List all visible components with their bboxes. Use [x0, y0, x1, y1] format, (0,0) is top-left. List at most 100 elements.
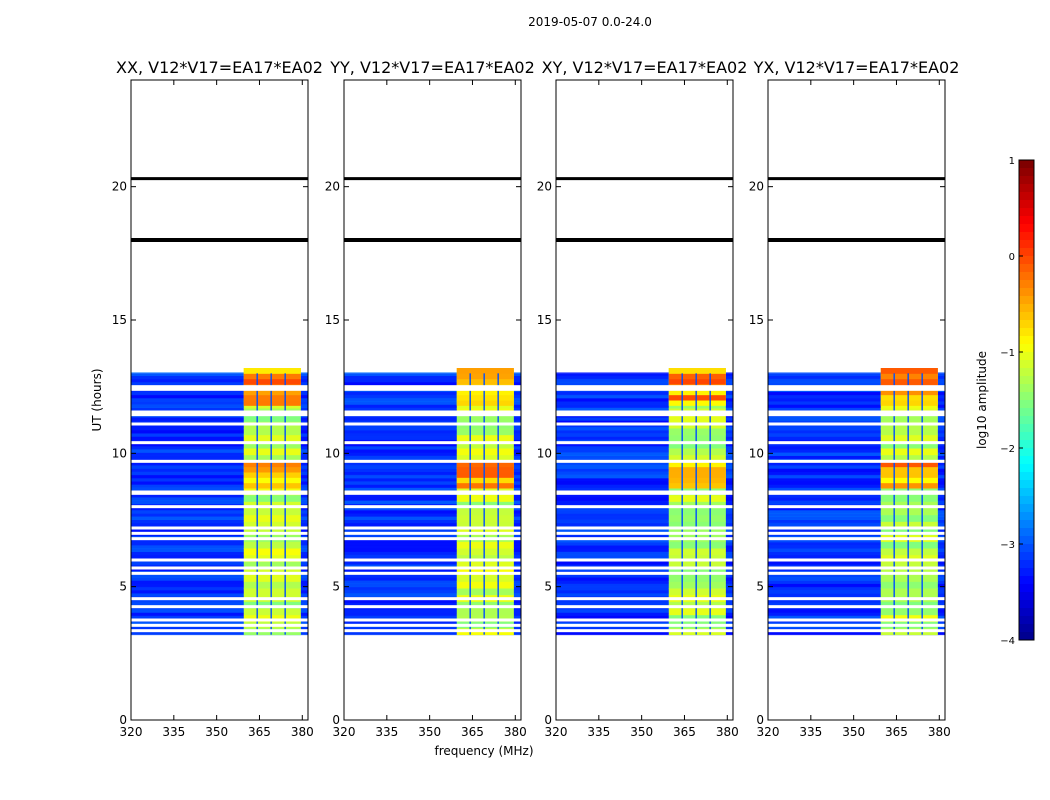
- band-cell: [243, 554, 301, 562]
- y-tick-label: 15: [749, 313, 764, 327]
- heatmap-row: [131, 484, 308, 488]
- gap-row: [131, 385, 308, 389]
- heatmap-row: [131, 433, 308, 437]
- band-bright-cell: [668, 368, 726, 374]
- x-tick-label: 335: [375, 725, 398, 739]
- heatmap-row: [556, 474, 733, 479]
- heatmap-row: [131, 554, 308, 559]
- heatmap-row: [344, 500, 521, 504]
- heatmap-row: [344, 474, 521, 479]
- gap-row: [344, 571, 521, 575]
- heatmap-row: [556, 529, 733, 533]
- band-bright-cell: [456, 400, 514, 406]
- y-tick-label: 0: [332, 713, 340, 727]
- colorbar-segment: [1019, 480, 1034, 489]
- gap-row: [131, 571, 308, 575]
- heatmap-row: [556, 516, 733, 520]
- band-cell: [243, 494, 301, 502]
- band-bright-cell: [668, 482, 726, 489]
- heatmap-row: [556, 551, 733, 556]
- panel-title: XY, V12*V17=EA17*EA02: [542, 58, 748, 77]
- band-bright-cell: [880, 400, 938, 406]
- band-bright-cell: [880, 477, 938, 484]
- heatmap-row: [768, 519, 945, 524]
- gap-row: [131, 422, 308, 426]
- heatmap-row: [131, 573, 308, 578]
- colorbar-segment: [1019, 288, 1034, 297]
- heatmap-row: [768, 455, 945, 460]
- heatmap-row: [344, 554, 521, 559]
- gap-row: [556, 605, 733, 609]
- gap-row: [344, 385, 521, 389]
- heatmap-row: [556, 554, 733, 559]
- y-tick-label: 10: [112, 446, 127, 460]
- colorbar-segment: [1019, 192, 1034, 201]
- heatmap-row: [131, 487, 308, 492]
- heatmap-row: [344, 506, 521, 511]
- heatmap-row: [768, 548, 945, 552]
- band-bright-cell: [880, 394, 938, 401]
- heatmap-row: [556, 394, 733, 399]
- heatmap-row: [768, 589, 945, 594]
- heatmap-row: [131, 538, 308, 543]
- band-gap: [681, 373, 683, 635]
- heatmap-row: [556, 631, 733, 636]
- band-cell: [243, 568, 301, 576]
- colorbar-tick-label: −2: [1000, 444, 1015, 455]
- band-bright-cell: [880, 482, 938, 489]
- band-cell: [456, 574, 514, 582]
- gap-row: [131, 605, 308, 609]
- band-cell: [880, 514, 938, 522]
- heatmap-row: [131, 375, 308, 380]
- heatmap-row: [131, 516, 308, 520]
- heatmap-row: [768, 426, 945, 431]
- heatmap-row: [131, 404, 308, 408]
- colorbar-tick-label: −4: [1000, 636, 1015, 647]
- x-tick-label: 320: [120, 725, 143, 739]
- colorbar-segment: [1019, 160, 1034, 169]
- heatmap-row: [344, 487, 521, 492]
- band-cell: [668, 574, 726, 582]
- y-tick-label: 5: [756, 580, 764, 594]
- heatmap-row: [131, 593, 308, 597]
- band-cell: [880, 441, 938, 449]
- band-cell: [880, 434, 938, 442]
- heatmap-row: [768, 621, 945, 626]
- band-cell: [668, 434, 726, 442]
- heatmap-row: [556, 397, 733, 402]
- band-cell: [668, 568, 726, 576]
- heatmap-row: [768, 513, 945, 517]
- panel-1: YY, V12*V17=EA17*EA02 320 335 350 365 380 0 5 10…: [325, 58, 535, 739]
- x-tick-label: 320: [545, 725, 568, 739]
- heatmap-row: [556, 497, 733, 501]
- colorbar-segment: [1019, 376, 1034, 385]
- band-bright-cell: [880, 461, 938, 468]
- heatmap-row: [768, 477, 945, 482]
- y-tick-label: 20: [325, 180, 340, 194]
- band-cell: [668, 428, 726, 436]
- band-cell: [668, 581, 726, 589]
- heatmap-row: [556, 452, 733, 456]
- band-bright-cell: [880, 389, 938, 396]
- colorbar-segment: [1019, 256, 1034, 265]
- colorbar-segment: [1019, 416, 1034, 425]
- gap-row: [131, 490, 308, 494]
- band-cell: [243, 434, 301, 442]
- band-cell: [668, 608, 726, 616]
- heatmap-row: [768, 449, 945, 453]
- heatmap-row: [344, 375, 521, 380]
- colorbar-segment: [1019, 472, 1034, 481]
- colorbar-segment: [1019, 392, 1034, 401]
- heatmap-row: [768, 429, 945, 434]
- heatmap-row: [768, 602, 945, 607]
- colorbar-segment: [1019, 400, 1034, 409]
- heatmap-row: [344, 433, 521, 437]
- x-axis-label: frequency (MHz): [434, 744, 533, 758]
- heatmap-row: [344, 461, 521, 466]
- band-cell: [243, 541, 301, 549]
- band-bright-cell: [456, 368, 514, 374]
- gap-row: [768, 410, 945, 414]
- band-cell: [243, 501, 301, 509]
- heatmap-row: [131, 481, 308, 485]
- band-cell: [456, 414, 514, 422]
